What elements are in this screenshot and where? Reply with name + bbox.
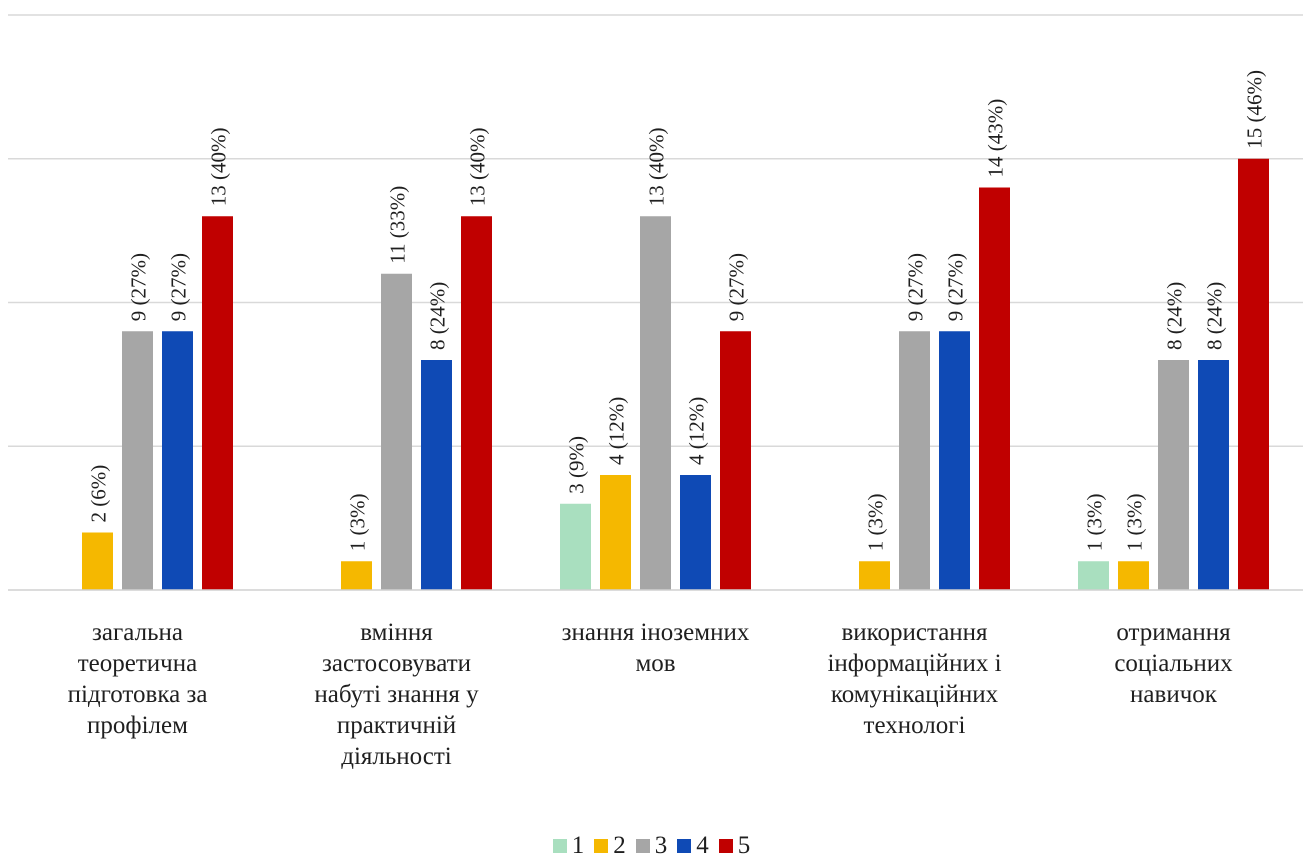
bar-series-4 xyxy=(162,331,193,590)
bar-series-2 xyxy=(341,561,372,590)
data-label: 1 (3%) xyxy=(346,494,370,552)
data-label: 9 (27%) xyxy=(904,253,928,321)
data-label: 13 (40%) xyxy=(466,128,490,207)
category-label-line: використання xyxy=(841,619,988,646)
data-label: 3 (9%) xyxy=(565,436,589,494)
data-label: 9 (27%) xyxy=(725,253,749,321)
legend-label: 3 xyxy=(654,832,668,859)
data-label: 13 (40%) xyxy=(207,128,231,207)
category-label-line: застосовувати xyxy=(321,650,472,677)
bar-series-3 xyxy=(381,273,412,590)
data-label: 9 (27%) xyxy=(167,253,191,321)
category-label-line: навичок xyxy=(1130,681,1217,708)
category-label-line: підготовка за xyxy=(67,681,208,708)
category-label-line: діяльності xyxy=(341,743,452,770)
legend-label: 4 xyxy=(696,832,709,859)
legend: 1 2 3 4 5 xyxy=(0,832,1303,860)
bar-series-3 xyxy=(640,216,671,590)
bar-series-3 xyxy=(1158,360,1189,590)
data-label: 1 (3%) xyxy=(1083,494,1107,552)
category-label-line: набуті знання у xyxy=(314,681,479,708)
bar-series-5 xyxy=(461,216,492,590)
data-label: 1 (3%) xyxy=(1123,494,1147,552)
legend-label: 1 xyxy=(571,832,585,859)
legend-item-1: 1 xyxy=(552,832,585,860)
category-label-line: загальна xyxy=(92,619,183,646)
bar-series-5 xyxy=(720,331,751,590)
bar-series-4 xyxy=(680,475,711,590)
category-label-line: знання іноземних xyxy=(561,619,750,646)
legend-swatch xyxy=(677,839,692,853)
category-label: отримання соціальних навичок xyxy=(1054,617,1294,710)
legend-item-2: 2 xyxy=(594,832,626,860)
bar-series-1 xyxy=(560,503,591,590)
bar-series-4 xyxy=(1198,360,1229,590)
category-label-line: технологі xyxy=(863,712,966,739)
category-label-line: профілем xyxy=(87,712,188,739)
category-label-line: комунікаційних xyxy=(830,681,999,708)
legend-swatch xyxy=(552,839,567,853)
data-label: 11 (33%) xyxy=(386,186,410,264)
category-label-line: інформаційних і xyxy=(827,650,1002,677)
bar-series-5 xyxy=(979,187,1010,590)
bar-series-1 xyxy=(1078,561,1109,590)
legend-item-4: 4 xyxy=(677,832,709,860)
bar-series-4 xyxy=(939,331,970,590)
bar-series-3 xyxy=(122,331,153,590)
category-label-line: вміння xyxy=(360,619,433,646)
category-label-line: практичній xyxy=(336,712,457,739)
data-label: 4 (12%) xyxy=(685,397,709,465)
category-label: загальна теоретична підготовка за профілем xyxy=(18,617,258,741)
bars xyxy=(82,158,1269,590)
category-label-line: отримання xyxy=(1116,619,1231,646)
legend-swatch xyxy=(718,839,733,853)
bar-series-3 xyxy=(899,331,930,590)
legend-swatch xyxy=(594,839,609,853)
data-label: 8 (24%) xyxy=(1163,282,1187,350)
category-label-line: соціальних xyxy=(1114,650,1233,677)
legend-item-5: 5 xyxy=(718,832,751,860)
category-label: знання іноземних мов xyxy=(536,617,776,679)
data-label: 4 (12%) xyxy=(605,397,629,465)
bar-series-2 xyxy=(82,532,113,590)
data-label: 14 (43%) xyxy=(984,99,1008,178)
data-label: 8 (24%) xyxy=(426,282,450,350)
data-label: 13 (40%) xyxy=(645,128,669,207)
category-label-line: теоретична xyxy=(77,650,198,677)
bar-series-2 xyxy=(600,475,631,590)
category-label: використання інформаційних і комунікаційни… xyxy=(795,617,1035,741)
data-label: 9 (27%) xyxy=(944,253,968,321)
bar-series-4 xyxy=(421,360,452,590)
data-label: 1 (3%) xyxy=(864,494,888,552)
data-label: 8 (24%) xyxy=(1203,282,1227,350)
bar-series-2 xyxy=(859,561,890,590)
data-label: 15 (46%) xyxy=(1243,70,1267,149)
legend-swatch xyxy=(635,839,650,853)
category-label-line: мов xyxy=(635,650,676,677)
data-label: 9 (27%) xyxy=(127,253,151,321)
data-label: 2 (6%) xyxy=(87,465,111,523)
category-label: вміння застосовувати набуті знання у практи… xyxy=(277,617,517,772)
bar-series-5 xyxy=(202,216,233,590)
legend-item-3: 3 xyxy=(635,832,668,860)
bar-series-5 xyxy=(1238,158,1269,590)
data-labels: 2 (6%) 9 (27%) 9 (27%) 13 (40%) 1 (3%) 11 (33… xyxy=(87,70,1267,551)
legend-label: 2 xyxy=(613,832,626,859)
bar-series-2 xyxy=(1118,561,1149,590)
legend-label: 5 xyxy=(737,832,751,859)
